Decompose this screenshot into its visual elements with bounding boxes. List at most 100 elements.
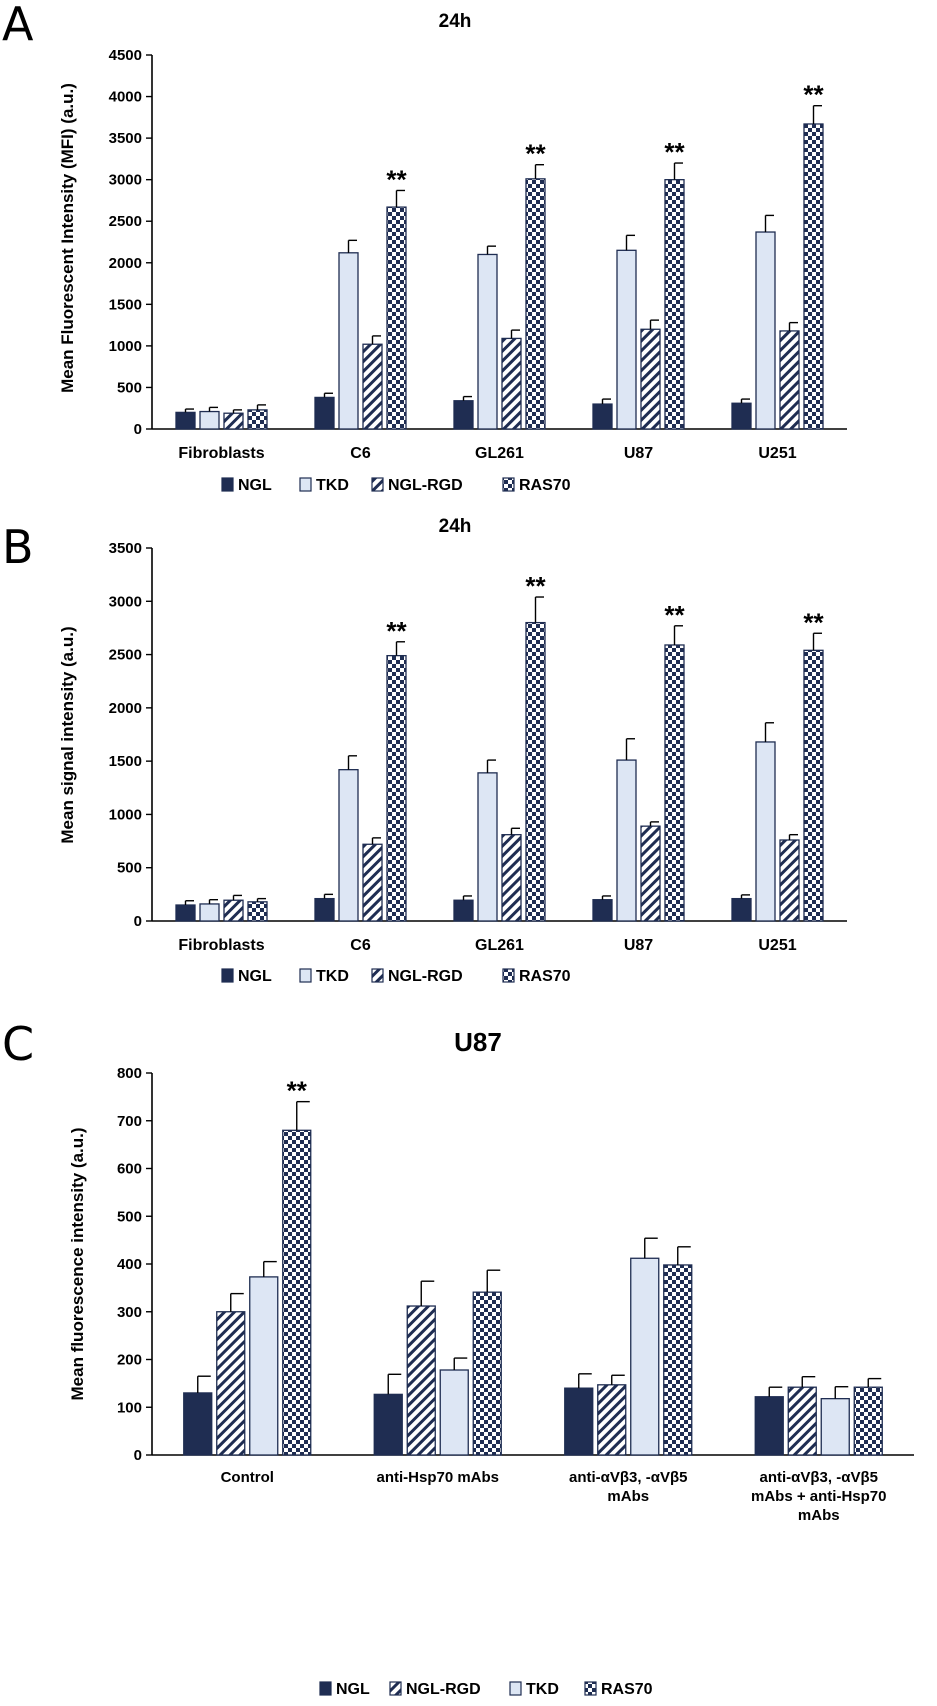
panel-b-bar-ngl-rgd [779,839,800,922]
panel-b-significance-marker: ** [386,616,407,646]
panel-c-y-tick-label: 800 [117,1065,142,1082]
panel-a-significance-marker: ** [525,139,546,169]
panel-c-bar-tkd [439,1369,469,1456]
panel-b-y-tick-label: 3000 [109,593,142,610]
panel-c-y-tick-label: 200 [117,1352,142,1369]
panel-c-category-label: anti-αVβ3, -αVβ5 [569,1469,687,1486]
panel-a-ylabel: Mean Fluorescent Intensity (MFI) (a.u.) [58,83,77,393]
panel-c-legend-label-ngl-rgd: NGL-RGD [406,1681,481,1698]
panel-a-legend-label-ngl: NGL [238,477,272,494]
panel-a-bar-tkd [616,249,637,430]
panel-a-legend: NGL TKD NGL-RGD RAS70 [221,477,571,494]
panel-a-legend-label-ras70: RAS70 [519,477,571,494]
panel-b-bar-ngl-rgd [501,834,522,922]
panel-c-bar-ras70 [663,1264,693,1456]
panel-b-y-tick-label: 1500 [109,753,142,770]
panel-b-category-label: GL261 [475,937,524,954]
panel-a-bar-tkd [477,253,498,430]
panel-a-bar-ras70 [803,123,824,430]
panel-a-y-tick-label: 2000 [109,255,142,272]
panel-c-bar-ras70 [472,1291,502,1456]
panel-b-category-label: C6 [350,937,371,954]
panel-b-y-tick-label: 3500 [109,540,142,557]
panel-c-bar-ngl-rgd [787,1386,817,1456]
panel-a-legend-label-ngl-rgd: NGL-RGD [388,477,463,494]
panel-b-bar-ngl [314,897,335,922]
panel-a-bar-ngl-rgd [501,337,522,430]
panel-b-bar-ras70 [664,644,685,922]
panel-c-legend-swatch-ras70 [584,1681,597,1696]
panel-c-bar-ngl [564,1387,594,1456]
panel-a-bar-tkd [338,252,359,430]
panel-c-bar-ras70 [853,1386,883,1456]
panel-a-bar-ras70 [525,178,546,430]
panel-c-legend-swatch-ngl [319,1681,332,1696]
panel-b-bar-ras70 [803,649,824,922]
panel-c-bar-tkd [630,1257,660,1456]
panel-a-bar-ras70 [247,409,268,430]
panel-a-bar-ras70 [386,206,407,430]
panel-b-bar-ngl [592,899,613,922]
panel-a-bar-ngl [731,402,752,430]
panel-b-bar-tkd [338,769,359,922]
panel-a: A 24h Mean Fluorescent Intensity (MFI) (… [2,0,847,494]
panel-a-bar-tkd [199,410,220,430]
panel-b-significance-marker: ** [664,600,685,630]
panel-c-category-label: mAbs [798,1507,840,1524]
panel-a-y-tick-label: 0 [134,421,142,438]
panel-b-plot: 0 500 1000 1500 2000 2500 3000 3500 Fibroblasts C… [109,540,847,954]
panel-c-y-tick-label: 100 [117,1399,142,1416]
panel-a-bar-tkd [755,231,776,430]
panel-c-category-label: mAbs + anti-Hsp70 [751,1488,886,1505]
panel-a-y-tick-label: 2500 [109,213,142,230]
panel-b-legend-swatch-ngl-rgd [371,968,384,983]
panel-a-y-tick-label: 4500 [109,47,142,64]
panel-c-bar-ngl-rgd [597,1384,627,1456]
panel-a-bar-ras70 [664,179,685,430]
panel-c-y-tick-label: 0 [134,1447,142,1464]
panel-a-category-label: U87 [624,445,653,462]
panel-letter-a: A [2,0,34,51]
panel-c-bar-ngl-rgd [406,1305,436,1456]
panel-c-bar-ngl [183,1392,213,1456]
panel-b-y-tick-label: 500 [117,860,142,877]
panel-c-category-label: anti-αVβ3, -αVβ5 [760,1469,878,1486]
panel-a-y-tick-label: 4000 [109,89,142,106]
panel-a-significance-marker: ** [386,164,407,194]
panel-a-bar-ngl-rgd [362,343,383,430]
panel-c-category-label: Control [221,1469,274,1486]
panel-c-y-tick-label: 400 [117,1256,142,1273]
panel-b-legend-swatch-tkd [299,968,312,983]
panel-a-category-label: C6 [350,445,371,462]
panel-b-y-tick-label: 2000 [109,700,142,717]
panel-a-bar-ngl [314,396,335,430]
panel-a-legend-swatch-ngl-rgd [371,477,384,492]
panel-a-y-tick-label: 500 [117,379,142,396]
panel-c-title: U87 [454,1027,502,1057]
panel-b-y-tick-label: 0 [134,913,142,930]
panel-c-legend: NGL NGL-RGD TKD RAS70 [319,1681,653,1698]
panel-a-title: 24h [439,11,472,32]
panel-a-bar-ngl [592,403,613,430]
panel-a-bar-ngl-rgd [223,412,244,430]
panel-b-bar-tkd [616,759,637,922]
panel-b-bar-ras70 [247,901,268,922]
panel-c-bar-tkd [249,1276,279,1456]
panel-c-bar-ngl-rgd [216,1311,246,1456]
panel-b-significance-marker: ** [525,571,546,601]
panel-a-legend-label-tkd: TKD [316,477,349,494]
panel-b-legend-swatch-ras70 [502,968,515,983]
panel-b-category-label: U251 [758,937,796,954]
panel-b-bar-ngl [175,904,196,922]
panel-c-legend-swatch-tkd [509,1681,522,1696]
panel-c-y-tick-label: 700 [117,1113,142,1130]
panel-c-category-label: anti-Hsp70 mAbs [376,1469,499,1486]
panel-b-y-tick-label: 2500 [109,647,142,664]
panel-a-y-tick-label: 1000 [109,338,142,355]
panel-c-legend-label-ras70: RAS70 [601,1681,653,1698]
panel-b-bar-ras70 [386,654,407,922]
panel-c-legend-label-tkd: TKD [526,1681,559,1698]
panel-a-y-tick-label: 3000 [109,172,142,189]
panel-c-legend-swatch-ngl-rgd [389,1681,402,1696]
